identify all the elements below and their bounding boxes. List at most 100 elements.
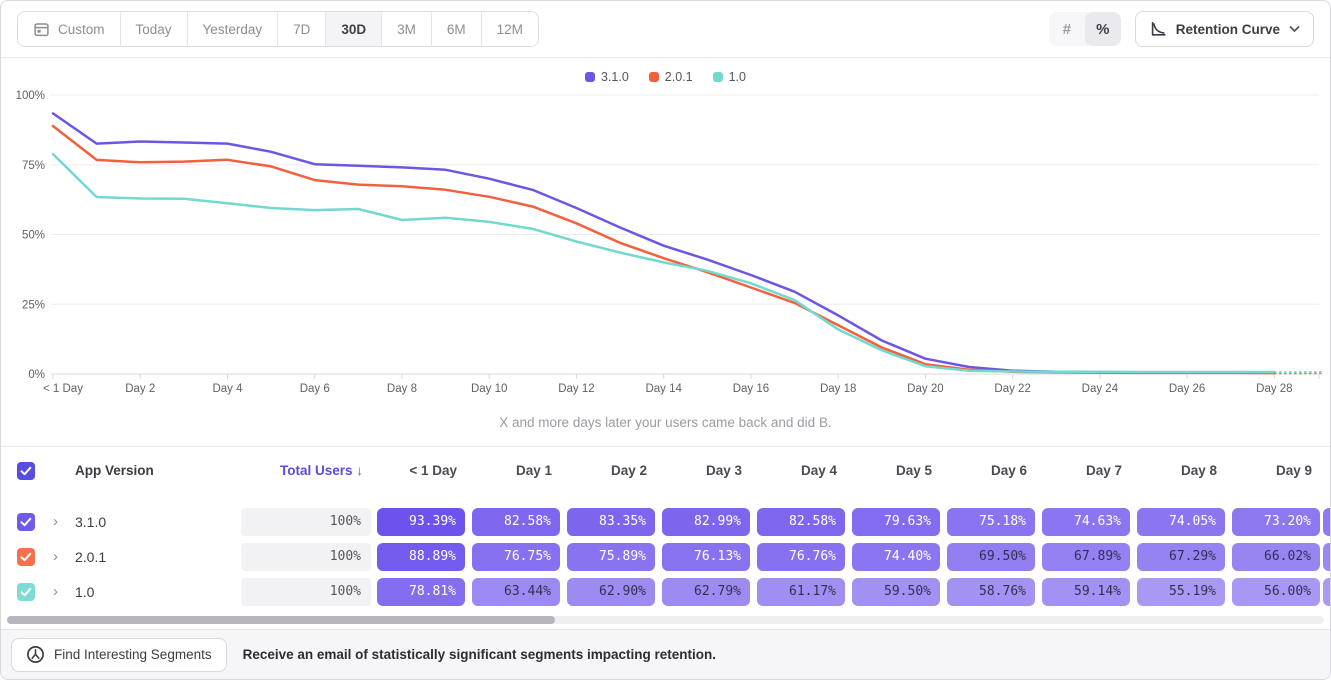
- x-axis-tick-label: Day 10: [471, 383, 507, 395]
- range-label: 3M: [397, 21, 416, 37]
- range-button-custom[interactable]: Custom: [18, 12, 120, 46]
- retention-cell-day-2[interactable]: 75.89%: [567, 543, 655, 571]
- series-line-1.0[interactable]: [51, 152, 1276, 374]
- scrollbar-thumb[interactable]: [7, 616, 555, 624]
- retention-cell-day-5[interactable]: 59.50%: [852, 578, 940, 606]
- retention-cell-day-9[interactable]: 56.00%: [1232, 578, 1320, 606]
- legend-item-3.1.0[interactable]: 3.1.0: [584, 70, 629, 84]
- column-header-day-3[interactable]: Day 3: [705, 463, 742, 478]
- retention-cell-day-1[interactable]: 63.44%: [472, 578, 560, 606]
- total-users-label: Total Users: [279, 463, 353, 478]
- x-axis-tick-label: < 1 Day: [43, 383, 83, 395]
- expand-chevron-icon[interactable]: ›: [53, 548, 58, 565]
- retention-cell-day-4[interactable]: 61.17%: [757, 578, 845, 606]
- calendar-icon: [33, 21, 50, 38]
- retention-cell-day-6[interactable]: 58.76%: [947, 578, 1035, 606]
- column-header-total-users[interactable]: Total Users ↓: [241, 463, 363, 478]
- row-checkbox-3.1.0[interactable]: [17, 513, 35, 531]
- retention-cell-overflow[interactable]: [1323, 578, 1330, 606]
- legend-item-1.0[interactable]: 1.0: [712, 70, 746, 84]
- scrollbar-track[interactable]: [7, 616, 1324, 624]
- retention-cell-day-1[interactable]: 76.75%: [472, 543, 560, 571]
- x-axis-tick-label: Day 2: [125, 383, 155, 395]
- app-version-label[interactable]: 2.0.1: [75, 549, 107, 565]
- retention-cell-overflow[interactable]: [1323, 508, 1330, 536]
- chevron-down-icon: [1289, 25, 1300, 33]
- legend-swatch: [712, 71, 723, 82]
- column-header-day-4[interactable]: Day 4: [800, 463, 837, 478]
- app-version-label[interactable]: 1.0: [75, 584, 95, 600]
- range-button-today[interactable]: Today: [119, 12, 187, 46]
- column-header-day-2[interactable]: Day 2: [610, 463, 647, 478]
- x-axis-tick-label: Day 24: [1082, 383, 1119, 395]
- retention-cell-day-4[interactable]: 76.76%: [757, 543, 845, 571]
- retention-cell-day-7[interactable]: 67.89%: [1042, 543, 1130, 571]
- expand-chevron-icon[interactable]: ›: [53, 583, 58, 600]
- column-header-day-5[interactable]: Day 5: [895, 463, 932, 478]
- select-all-checkbox[interactable]: [17, 462, 35, 480]
- find-interesting-segments-button[interactable]: Find Interesting Segments: [11, 637, 227, 672]
- table-header: App Version Total Users ↓ < 1 Day Day 1 Da…: [1, 447, 1330, 495]
- x-axis-tick-label: Day 20: [907, 383, 943, 395]
- retention-cell-day-4[interactable]: 82.58%: [757, 508, 845, 536]
- retention-cell-day-2[interactable]: 62.90%: [567, 578, 655, 606]
- y-axis-tick-label: 100%: [16, 90, 45, 102]
- retention-cell-day-6[interactable]: 69.50%: [947, 543, 1035, 571]
- column-header-day-0[interactable]: < 1 Day: [409, 463, 457, 478]
- retention-cell-day-1[interactable]: 82.58%: [472, 508, 560, 536]
- retention-cell-day-2[interactable]: 83.35%: [567, 508, 655, 536]
- x-axis-tick-label: Day 12: [558, 383, 594, 395]
- retention-cell-day-5[interactable]: 74.40%: [852, 543, 940, 571]
- unit-toggle: # %: [1048, 12, 1121, 46]
- x-axis-tick-label: Day 28: [1256, 383, 1292, 395]
- series-line-3.1.0[interactable]: [51, 112, 1276, 374]
- x-axis-tick-label: Day 4: [212, 383, 243, 395]
- range-label: 30D: [341, 21, 367, 37]
- segments-button-label: Find Interesting Segments: [54, 647, 212, 662]
- retention-cell-day-0[interactable]: 88.89%: [377, 543, 465, 571]
- retention-cell-day-3[interactable]: 62.79%: [662, 578, 750, 606]
- column-header-app-version: App Version: [75, 463, 154, 478]
- range-button-12m[interactable]: 12M: [480, 12, 538, 46]
- retention-cell-day-3[interactable]: 76.13%: [662, 543, 750, 571]
- retention-cell-day-9[interactable]: 73.20%: [1232, 508, 1320, 536]
- retention-cell-day-3[interactable]: 82.99%: [662, 508, 750, 536]
- column-header-day-6[interactable]: Day 6: [990, 463, 1027, 478]
- percent-format-button[interactable]: %: [1084, 12, 1121, 46]
- column-header-day-1[interactable]: Day 1: [515, 463, 552, 478]
- retention-cell-day-8[interactable]: 55.19%: [1137, 578, 1225, 606]
- number-format-button[interactable]: #: [1049, 12, 1085, 46]
- range-button-7d[interactable]: 7D: [277, 12, 326, 46]
- retention-cell-overflow[interactable]: [1323, 543, 1330, 571]
- x-axis-tick-label: Day 22: [994, 383, 1030, 395]
- retention-cell-day-9[interactable]: 66.02%: [1232, 543, 1320, 571]
- retention-cell-day-6[interactable]: 75.18%: [947, 508, 1035, 536]
- row-checkbox-2.0.1[interactable]: [17, 548, 35, 566]
- app-version-label[interactable]: 3.1.0: [75, 514, 107, 530]
- chart-caption: X and more days later your users came ba…: [499, 415, 832, 430]
- expand-chevron-icon[interactable]: ›: [53, 513, 58, 530]
- chart-type-dropdown[interactable]: Retention Curve: [1134, 11, 1314, 47]
- toolbar: Custom Today Yesterday 7D 30D 3M 6M 12M # % Ret…: [1, 1, 1330, 58]
- retention-cell-day-7[interactable]: 74.63%: [1042, 508, 1130, 536]
- retention-cell-day-0[interactable]: 93.39%: [377, 508, 465, 536]
- series-line-2.0.1[interactable]: [51, 124, 1276, 375]
- row-checkbox-1.0[interactable]: [17, 583, 35, 601]
- retention-cell-day-5[interactable]: 79.63%: [852, 508, 940, 536]
- y-axis-tick-label: 0%: [28, 369, 45, 381]
- retention-cell-day-0[interactable]: 78.81%: [377, 578, 465, 606]
- range-button-6m[interactable]: 6M: [430, 12, 481, 46]
- retention-cell-day-7[interactable]: 59.14%: [1042, 578, 1130, 606]
- range-button-yesterday[interactable]: Yesterday: [186, 12, 278, 46]
- column-header-day-9[interactable]: Day 9: [1275, 463, 1312, 478]
- retention-cell-day-8[interactable]: 74.05%: [1137, 508, 1225, 536]
- retention-cell-day-8[interactable]: 67.29%: [1137, 543, 1225, 571]
- date-range-control: Custom Today Yesterday 7D 30D 3M 6M 12M: [17, 11, 539, 47]
- column-header-day-8[interactable]: Day 8: [1180, 463, 1217, 478]
- range-button-3m[interactable]: 3M: [381, 12, 431, 46]
- legend-item-2.0.1[interactable]: 2.0.1: [648, 70, 693, 84]
- column-header-day-7[interactable]: Day 7: [1085, 463, 1122, 478]
- range-button-30d[interactable]: 30D: [325, 12, 382, 46]
- x-axis-tick-label: Day 26: [1169, 383, 1205, 395]
